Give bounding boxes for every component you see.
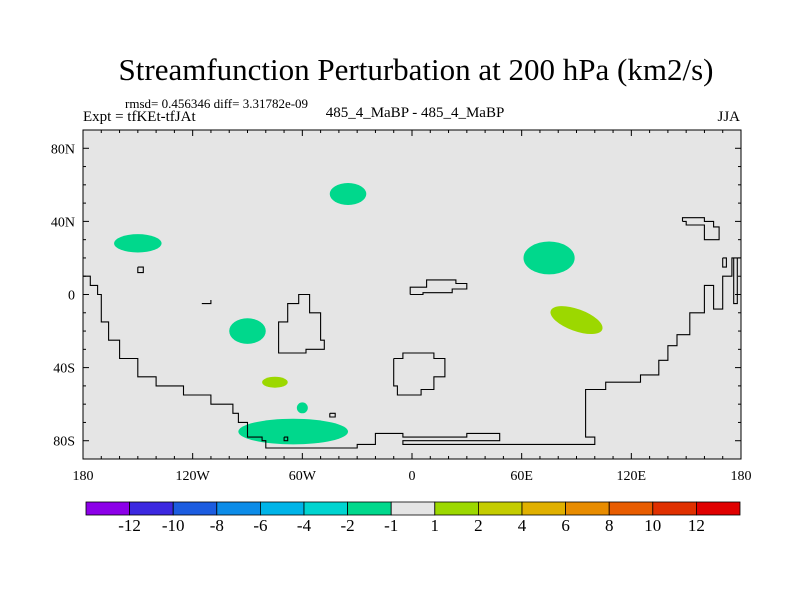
coastline: [83, 257, 741, 449]
coastline: [201, 300, 212, 305]
colorbar-label: -12: [118, 516, 141, 535]
colorbar-label: -10: [162, 516, 185, 535]
colorbar-label: 2: [474, 516, 483, 535]
colorbar-box: [652, 501, 697, 516]
chart-title: Streamfunction Perturbation at 200 hPa (…: [118, 52, 714, 87]
negative-anomaly: [114, 234, 162, 253]
colorbar-label: 6: [561, 516, 570, 535]
x-tick-label: 180: [731, 469, 752, 484]
coastline: [733, 257, 738, 305]
coastline: [722, 257, 727, 268]
anomaly-layer: [114, 183, 603, 445]
y-tick-label: 80N: [51, 142, 75, 157]
colorbar-box: [696, 501, 741, 516]
colorbar-box: [216, 501, 261, 516]
coastline: [329, 412, 336, 418]
negative-anomaly: [229, 318, 266, 344]
colorbar-label: 4: [518, 516, 527, 535]
y-tick-label: 40S: [53, 362, 75, 377]
colorbar-box: [172, 501, 218, 516]
colorbar-box: [303, 501, 348, 516]
colorbar-box: [390, 501, 436, 516]
stats-line: rmsd= 0.456346 diff= 3.31782e-09: [125, 96, 309, 111]
x-tick-label: 60W: [289, 469, 317, 484]
negative-anomaly: [329, 183, 367, 205]
x-tick-label: 180: [73, 469, 94, 484]
colorbar-label: -4: [297, 516, 312, 535]
x-tick-label: 60E: [510, 469, 533, 484]
colorbar-box: [129, 501, 174, 516]
negative-anomaly: [238, 418, 349, 445]
y-tick-label: 80S: [53, 435, 75, 450]
colorbar-box: [521, 501, 566, 516]
colorbar-label: 10: [644, 516, 661, 535]
positive-anomaly: [550, 306, 603, 335]
negative-anomaly: [523, 241, 575, 275]
coastline: [409, 279, 468, 296]
colorbar-box: [477, 501, 523, 516]
axis-ticks: 180 120W 60W 0 60E 120E 180 80N 40N 0 40S 80S: [51, 130, 752, 484]
colorbar-box: [85, 501, 130, 516]
colorbar-box: [434, 501, 479, 516]
colorbar-label: 1: [431, 516, 440, 535]
y-tick-label: 0: [68, 289, 75, 304]
coastline-layer: [83, 217, 741, 449]
positive-anomaly: [262, 376, 288, 388]
experiment-label: Expt = tfKEt-tfJAt: [83, 109, 196, 125]
colorbar: -12 -10 -8 -6 -4 -2 -1 1 2 4 6 8 10 12: [85, 501, 741, 535]
coastline: [393, 352, 446, 396]
x-tick-label: 120E: [617, 469, 647, 484]
x-tick-label: 120W: [176, 469, 211, 484]
case-label: 485_4_MaBP - 485_4_MaBP: [325, 105, 505, 121]
colorbar-label: -1: [384, 516, 398, 535]
colorbar-box: [608, 501, 654, 516]
y-tick-label: 40N: [51, 215, 75, 230]
colorbar-box: [565, 501, 610, 516]
coastline: [137, 266, 144, 274]
season-label: JJA: [717, 109, 740, 125]
colorbar-box: [259, 501, 305, 516]
colorbar-label: -2: [341, 516, 355, 535]
negative-anomaly: [296, 402, 308, 414]
coastline: [681, 217, 720, 241]
coastline: [278, 293, 325, 354]
x-tick-label: 0: [409, 469, 416, 484]
colorbar-label: 8: [605, 516, 614, 535]
colorbar-label: 12: [688, 516, 705, 535]
colorbar-box: [347, 501, 392, 516]
colorbar-label: -8: [210, 516, 224, 535]
coastline: [283, 436, 289, 442]
colorbar-label: -6: [253, 516, 267, 535]
